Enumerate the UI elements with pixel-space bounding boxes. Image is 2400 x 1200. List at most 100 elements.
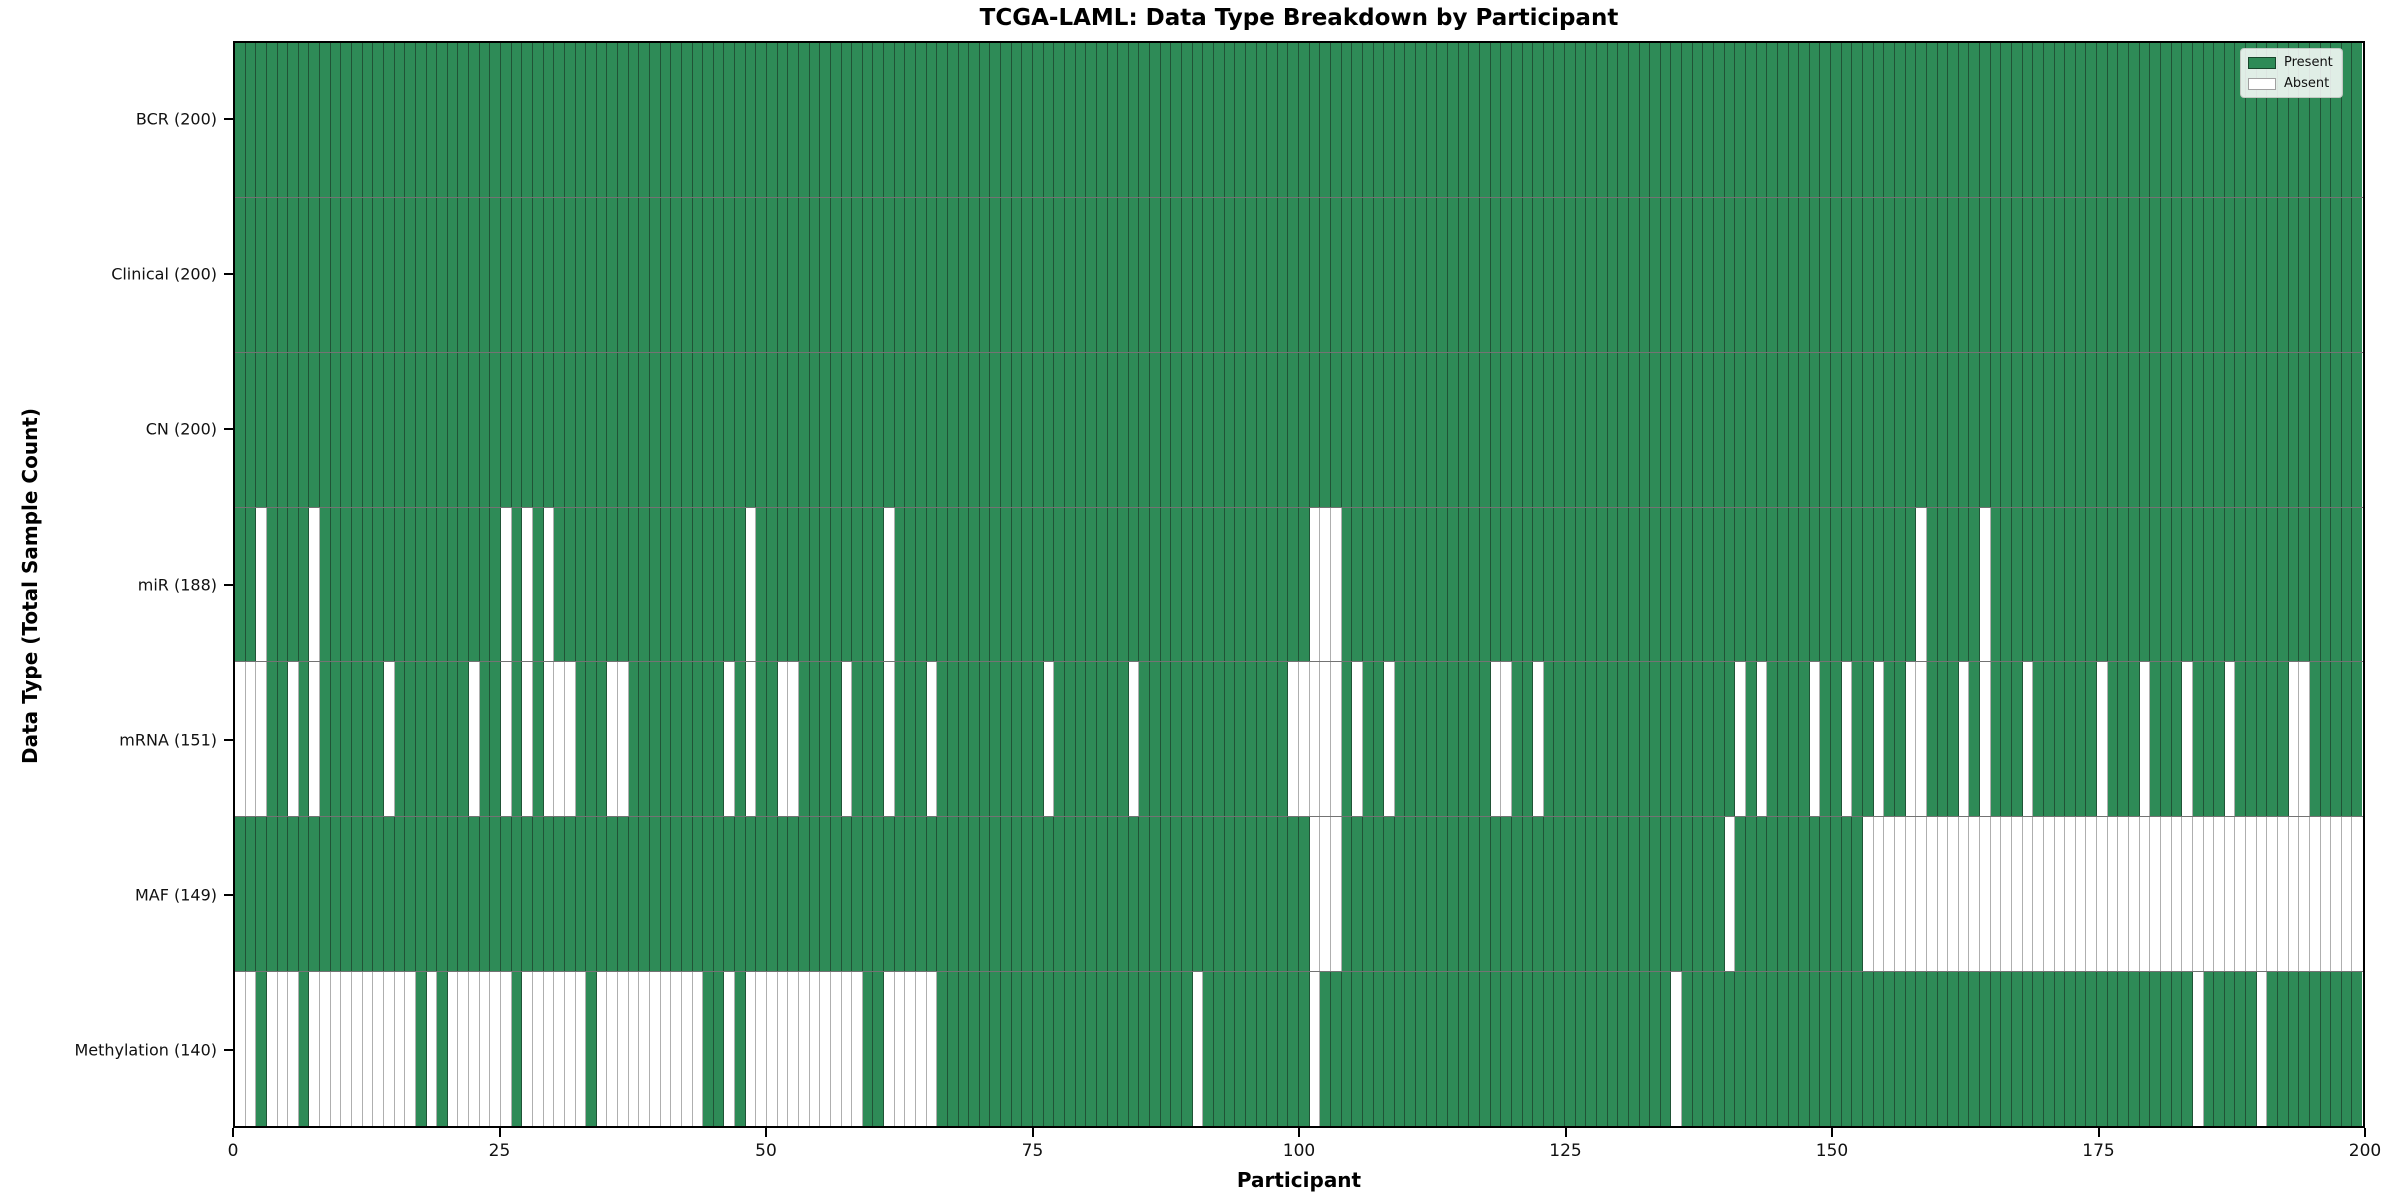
heatmap-cell [1565, 817, 1576, 972]
heatmap-cell [1969, 662, 1981, 817]
heatmap-cell [2097, 972, 2108, 1127]
heatmap-cell [1139, 352, 1151, 507]
heatmap-cell [905, 352, 916, 507]
heatmap-cell [1660, 43, 1672, 197]
heatmap-cell [1001, 352, 1012, 507]
heatmap-cell [2299, 197, 2310, 352]
heatmap-cell [1320, 972, 1331, 1127]
heatmap-cell [1926, 352, 1938, 507]
heatmap-cell [692, 662, 704, 817]
heatmap-cell [798, 817, 810, 972]
heatmap-cell [1809, 197, 1821, 352]
heatmap-cell [1980, 507, 1991, 662]
heatmap-cell [607, 972, 619, 1127]
heatmap-row-mrna [235, 662, 2363, 818]
heatmap-cell [490, 197, 502, 352]
heatmap-cell [447, 507, 459, 662]
heatmap-cell [777, 197, 789, 352]
heatmap-cell [1171, 972, 1183, 1127]
heatmap-cell [2246, 817, 2257, 972]
heatmap-cell [2192, 197, 2204, 352]
heatmap-cell [1330, 662, 1342, 817]
heatmap-cell [1299, 352, 1310, 507]
heatmap-cell [1767, 662, 1778, 817]
heatmap-cell [235, 972, 246, 1127]
heatmap-cell [2224, 352, 2236, 507]
heatmap-cell [916, 197, 927, 352]
x-tick-mark [498, 1128, 501, 1137]
heatmap-cell [2246, 197, 2257, 352]
heatmap-cell [1511, 197, 1523, 352]
heatmap-cell [1820, 352, 1832, 507]
heatmap-cell [522, 817, 533, 972]
heatmap-cell [1607, 197, 1619, 352]
heatmap-cell [937, 352, 948, 507]
heatmap-cell [926, 197, 938, 352]
heatmap-cell [1799, 197, 1810, 352]
heatmap-cell [1160, 972, 1172, 1127]
heatmap-cell [990, 817, 1002, 972]
heatmap-cell [1597, 972, 1608, 1127]
heatmap-cell [1001, 507, 1012, 662]
heatmap-cell [405, 507, 416, 662]
heatmap-cell [1150, 817, 1161, 972]
y-tick-mark [224, 583, 233, 586]
x-tick-mark [1031, 1128, 1034, 1137]
heatmap-cell [1011, 817, 1023, 972]
heatmap-cell [1501, 507, 1512, 662]
heatmap-cell [607, 662, 619, 817]
heatmap-cell [2203, 352, 2215, 507]
heatmap-cell [1916, 197, 1927, 352]
heatmap-cell [383, 507, 395, 662]
heatmap-cell [2224, 972, 2236, 1127]
heatmap-cell [1362, 507, 1374, 662]
heatmap-cell [532, 352, 544, 507]
heatmap-cell [1969, 817, 1981, 972]
heatmap-cell [1639, 352, 1651, 507]
heatmap-cell [1980, 817, 1991, 972]
heatmap-cell [2033, 972, 2044, 1127]
heatmap-cell [235, 662, 246, 817]
heatmap-cell [1543, 507, 1555, 662]
heatmap-cell [1565, 972, 1576, 1127]
heatmap-cell [1075, 817, 1087, 972]
heatmap-cell [1533, 662, 1544, 817]
heatmap-cell [415, 352, 427, 507]
heatmap-cell [2192, 352, 2204, 507]
heatmap-cell [1490, 352, 1502, 507]
heatmap-cell [1405, 43, 1417, 197]
heatmap-cell [1767, 817, 1778, 972]
heatmap-cell [447, 662, 459, 817]
heatmap-cell [767, 197, 778, 352]
heatmap-cell [447, 352, 459, 507]
heatmap-cell [245, 352, 257, 507]
heatmap-cell [383, 662, 395, 817]
heatmap-cell [1724, 352, 1736, 507]
heatmap-cell [1373, 43, 1385, 197]
heatmap-cell [2043, 817, 2055, 972]
heatmap-cell [2341, 197, 2353, 352]
heatmap-cell [2086, 972, 2098, 1127]
heatmap-cell [1692, 817, 1704, 972]
heatmap-cell [575, 507, 587, 662]
heatmap-cell [1118, 662, 1129, 817]
heatmap-cell [1575, 972, 1587, 1127]
heatmap-cell [1064, 43, 1076, 197]
heatmap-cell [735, 197, 746, 352]
x-tick-mark [2097, 1128, 2100, 1137]
heatmap-cell [458, 817, 470, 972]
heatmap-cell [1809, 817, 1821, 972]
heatmap-cell [820, 43, 831, 197]
heatmap-cell [1841, 352, 1853, 507]
heatmap-cell [1894, 197, 1906, 352]
heatmap-cell [2075, 972, 2087, 1127]
heatmap-cell [1618, 43, 1629, 197]
heatmap-cell [2086, 197, 2098, 352]
heatmap-cell [2107, 352, 2119, 507]
heatmap-cell [1277, 507, 1289, 662]
heatmap-cell [1628, 43, 1640, 197]
heatmap-cell [1820, 817, 1832, 972]
heatmap-cell [2065, 507, 2076, 662]
heatmap-cell [2182, 507, 2193, 662]
heatmap-cell [469, 507, 480, 662]
